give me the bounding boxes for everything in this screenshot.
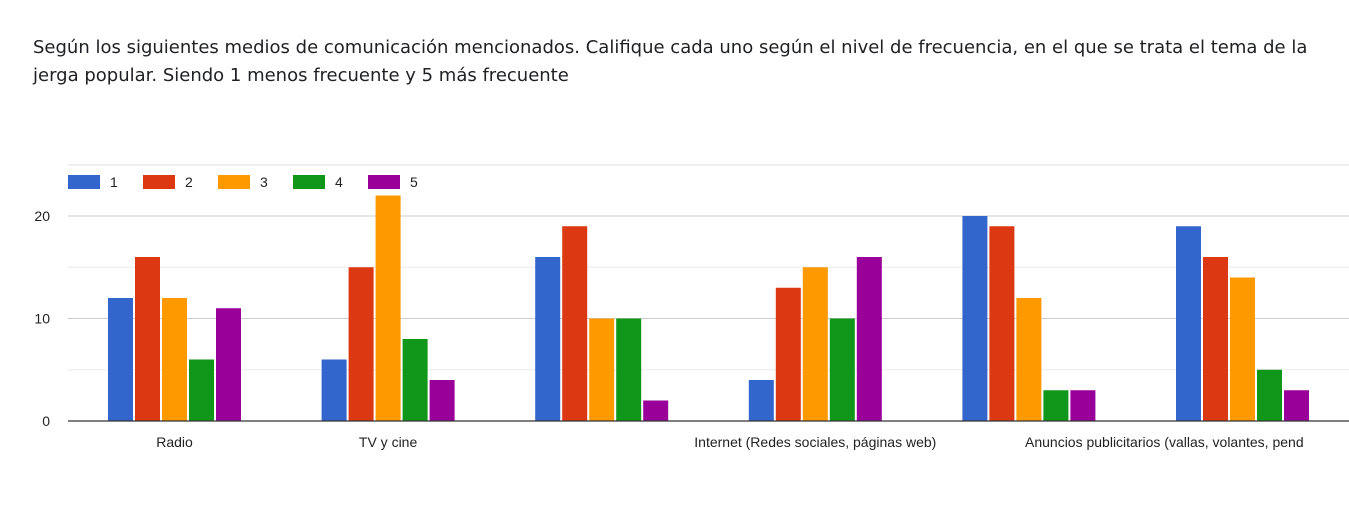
- bar-2-4[interactable]: [989, 226, 1015, 421]
- bar-3-3[interactable]: [802, 267, 828, 421]
- bar-5-5[interactable]: [1284, 390, 1309, 421]
- bar-4-1[interactable]: [402, 339, 428, 421]
- x-tick-label: TV y cine: [359, 434, 418, 450]
- bar-5-0[interactable]: [216, 308, 241, 421]
- legend-item-5[interactable]: 5: [368, 174, 418, 190]
- bar-4-2[interactable]: [616, 318, 642, 422]
- legend-item-4[interactable]: 4: [293, 174, 343, 190]
- legend-swatch: [68, 175, 100, 189]
- bar-4-0[interactable]: [189, 359, 214, 422]
- legend-label: 5: [410, 174, 418, 190]
- bar-1-2[interactable]: [535, 257, 561, 421]
- legend-item-3[interactable]: 3: [218, 174, 268, 190]
- bar-3-2[interactable]: [589, 318, 615, 422]
- bar-1-1[interactable]: [321, 359, 347, 422]
- bar-2-1[interactable]: [348, 267, 374, 421]
- legend-swatch: [293, 175, 325, 189]
- bar-3-4[interactable]: [1016, 298, 1042, 421]
- bar-4-4[interactable]: [1043, 390, 1069, 421]
- bar-5-2[interactable]: [643, 400, 669, 422]
- y-axis: 0 10 20: [34, 208, 50, 429]
- y-tick-label: 10: [34, 311, 50, 327]
- chart-legend[interactable]: 1 2 3 4 5: [68, 174, 418, 190]
- legend-label: 1: [110, 174, 118, 190]
- legend-label: 4: [335, 174, 343, 190]
- chart-grid: [68, 164, 1349, 371]
- bar-4-5[interactable]: [1257, 369, 1282, 421]
- legend-item-1[interactable]: 1: [68, 174, 118, 190]
- legend-label: 2: [185, 174, 193, 190]
- legend-label: 3: [260, 174, 268, 190]
- legend-swatch: [368, 175, 400, 189]
- legend-item-2[interactable]: 2: [143, 174, 193, 190]
- bar-3-5[interactable]: [1230, 277, 1255, 422]
- bar-2-3[interactable]: [775, 287, 801, 421]
- question-title: Según los siguientes medios de comunicac…: [33, 37, 1308, 86]
- bar-1-3[interactable]: [748, 380, 774, 421]
- bar-5-3[interactable]: [856, 257, 882, 421]
- x-tick-label: Internet (Redes sociales, páginas web): [694, 434, 936, 450]
- bar-1-0[interactable]: [108, 298, 133, 421]
- legend-swatch: [143, 175, 175, 189]
- bar-5-4[interactable]: [1070, 390, 1096, 421]
- chart-bars: [108, 195, 1309, 422]
- bar-1-5[interactable]: [1176, 226, 1201, 421]
- x-tick-label: Radio: [156, 434, 193, 450]
- bar-3-1[interactable]: [375, 195, 401, 422]
- y-tick-label: 0: [42, 413, 50, 429]
- bar-2-2[interactable]: [562, 226, 588, 421]
- bar-3-0[interactable]: [162, 298, 187, 421]
- x-tick-label: Anuncios publicitarios (vallas, volantes…: [1025, 434, 1304, 450]
- bar-1-4[interactable]: [962, 216, 988, 421]
- bar-2-0[interactable]: [135, 257, 160, 421]
- bar-2-5[interactable]: [1203, 257, 1228, 421]
- legend-swatch: [218, 175, 250, 189]
- x-axis: Radio TV y cine Internet (Redes sociales, …: [68, 420, 1349, 450]
- bar-5-1[interactable]: [429, 380, 455, 421]
- bar-4-3[interactable]: [829, 318, 855, 422]
- y-tick-label: 20: [34, 208, 50, 224]
